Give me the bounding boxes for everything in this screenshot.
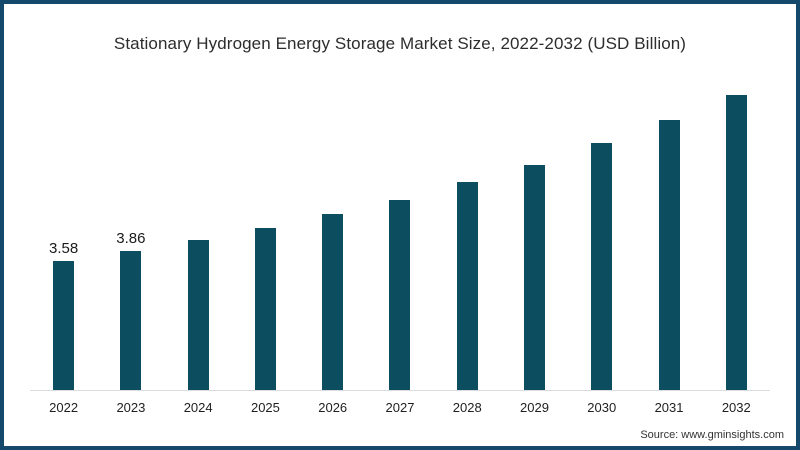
- bar-column: [635, 99, 702, 390]
- x-axis-tick-label: 2026: [318, 400, 348, 415]
- bar: [658, 120, 680, 390]
- bar-column: [703, 74, 770, 390]
- x-axis-tick-label: 2023: [116, 400, 146, 415]
- x-axis-tick-label: 2031: [654, 400, 684, 415]
- bar: [322, 214, 344, 390]
- x-axis-tick-label: 2024: [183, 400, 213, 415]
- bar-column: [299, 193, 366, 390]
- x-axis-tick-label: 2030: [587, 400, 617, 415]
- bar: [254, 228, 276, 390]
- bar-column: [232, 207, 299, 390]
- x-axis-tick-label: 2028: [452, 400, 482, 415]
- bar-chart: 3.58 3.86 2022 2023 2024 2025 2026 2027 2028 202…: [30, 80, 770, 415]
- chart-title: Stationary Hydrogen Energy Storage Marke…: [113, 34, 687, 53]
- bar: [187, 240, 209, 390]
- bars-container: 3.58 3.86: [30, 80, 770, 391]
- bar-column: 3.58: [30, 240, 97, 390]
- x-axis-tick-label: 2029: [520, 400, 549, 415]
- source-credit: Source: www.gminsights.com: [640, 429, 784, 441]
- bar: [456, 182, 478, 390]
- bar-column: [434, 161, 501, 390]
- bar-value-label: 3.58: [49, 240, 79, 257]
- x-axis-tick-label: 2027: [385, 400, 415, 415]
- bar-column: [165, 219, 232, 390]
- bar: [725, 95, 747, 390]
- bar: [591, 143, 613, 390]
- bar: [53, 261, 75, 390]
- bar: [389, 200, 411, 390]
- x-axis-labels: 2022 2023 2024 2025 2026 2027 2028 2029 2030 2031…: [30, 400, 770, 415]
- x-axis-tick-label: 2022: [49, 400, 79, 415]
- bar: [523, 165, 545, 390]
- bar-column: [366, 179, 433, 390]
- bar-column: [568, 122, 635, 390]
- x-axis-tick-label: 2032: [721, 400, 751, 415]
- x-axis-tick-label: 2025: [250, 400, 280, 415]
- bar-value-label: 3.86: [116, 230, 146, 247]
- bar-column: [501, 144, 568, 390]
- bar-column: 3.86: [97, 230, 164, 390]
- bar: [120, 251, 142, 390]
